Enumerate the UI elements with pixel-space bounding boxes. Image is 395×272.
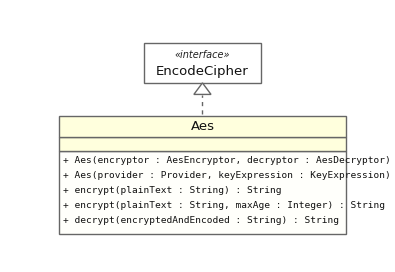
- Bar: [144, 43, 261, 83]
- Text: + decrypt(encryptedAndEncoded : String) : String: + decrypt(encryptedAndEncoded : String) …: [63, 216, 339, 225]
- Text: Aes: Aes: [190, 120, 214, 133]
- Text: «interface»: «interface»: [175, 50, 230, 60]
- Bar: [58, 116, 346, 137]
- Text: + Aes(encryptor : AesEncryptor, decryptor : AesDecryptor): + Aes(encryptor : AesEncryptor, decrypto…: [63, 156, 391, 165]
- Text: + Aes(provider : Provider, keyExpression : KeyExpression): + Aes(provider : Provider, keyExpression…: [63, 171, 391, 180]
- Text: + encrypt(plainText : String) : String: + encrypt(plainText : String) : String: [63, 186, 282, 194]
- Text: + encrypt(plainText : String, maxAge : Integer) : String: + encrypt(plainText : String, maxAge : I…: [63, 201, 385, 210]
- Polygon shape: [194, 83, 211, 94]
- Bar: [58, 151, 346, 234]
- Text: EncodeCipher: EncodeCipher: [156, 65, 249, 78]
- Bar: [58, 137, 346, 151]
